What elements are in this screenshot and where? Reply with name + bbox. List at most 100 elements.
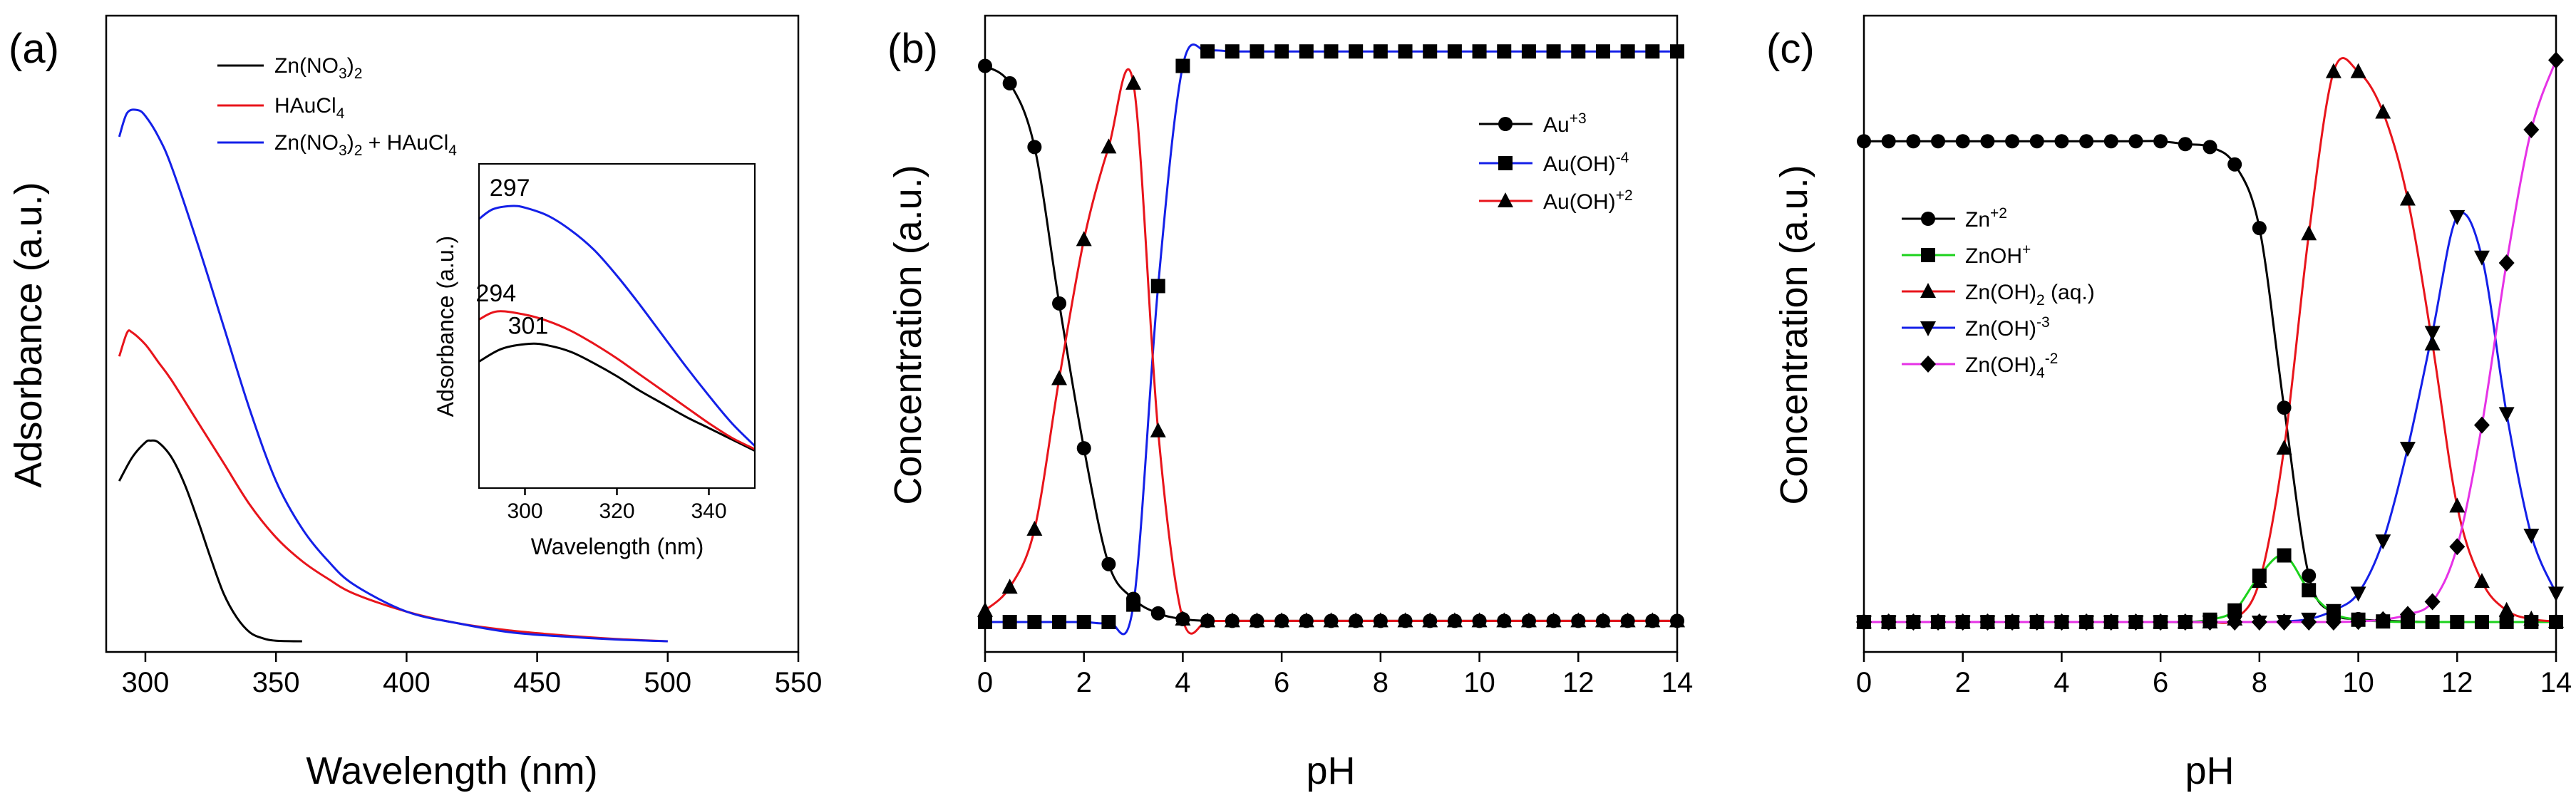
panel-b-point-au-oh-4 — [1447, 44, 1462, 59]
panel-c-point-zn-oh-4-2 — [2325, 613, 2341, 631]
panel-c-point-znoh — [2227, 603, 2242, 618]
legend-label-auoh4: Au(OH)-4 — [1543, 150, 1629, 176]
inset-peak-labels: 297 294 301 — [475, 175, 548, 339]
panel-b-point-au-oh-4 — [1645, 44, 1660, 59]
panel-b-point-au-oh-4 — [1052, 615, 1067, 629]
panel-b-point-au-oh-4 — [1620, 44, 1635, 59]
panel-c-point-zn-2 — [2252, 221, 2267, 236]
panel-c-point-zn-oh-4-2 — [1905, 613, 1922, 631]
panel-b-point-au-oh-2 — [1175, 610, 1191, 626]
panel-c-point-zn-oh-4-2 — [2350, 613, 2366, 631]
panel-c-point-zn-oh-4-2 — [2301, 613, 2317, 631]
inset-x-tick-label-300: 300 — [507, 499, 542, 523]
panel-label-a: (a) — [9, 26, 59, 72]
panel-c-x-tick-label-6: 6 — [2153, 667, 2168, 698]
legend-label-auoh2: Au(OH)+2 — [1543, 187, 1633, 214]
panel-c-point-zn-2 — [1980, 134, 1995, 149]
panel-b-point-au-oh-4 — [1002, 615, 1017, 629]
panel-c-x-ticks: 0 2 4 6 8 10 12 14 — [1856, 652, 2572, 698]
panel-b-point-au-oh-4 — [1373, 44, 1388, 59]
panel-b-x-tick-label-4: 4 — [1175, 667, 1190, 698]
inset-x-ticks: 300 320 340 — [507, 488, 727, 523]
panel-c-point-zn-2 — [2054, 134, 2069, 149]
panel-c-point-zn-oh-2-aq — [2375, 103, 2391, 119]
panel-c-point-znoh — [2277, 548, 2292, 563]
panel-c-point-znoh — [2474, 615, 2489, 629]
panel-a: 300 350 400 450 500 550 Wavelength (nm) Adsor… — [7, 14, 822, 792]
legend-label-au3: Au+3 — [1543, 110, 1587, 137]
panel-b-point-au-oh-2 — [1224, 612, 1240, 628]
inset-xlabel: Wavelength (nm) — [531, 534, 704, 559]
panel-b-point-au-3 — [1002, 76, 1017, 90]
panel-c-legend: Zn+2 ZnOH+ Zn(OH)2 (aq.) Zn(OH)-3 Zn(OH)… — [1902, 205, 2095, 381]
panel-c-point-zn-oh-3 — [2399, 442, 2416, 457]
legend-label-znoh2: Zn(OH)2 (aq.) — [1965, 281, 2095, 309]
panel-b-point-au-oh-2 — [1520, 612, 1537, 628]
panel-c-point-zn-2 — [2277, 400, 2292, 415]
panel-b-point-au-3 — [1101, 556, 1116, 571]
panel-c-point-zn-oh-2-aq — [2301, 225, 2317, 241]
panel-b-markers-au-3 — [978, 58, 1684, 628]
panel-b-point-au-oh-2 — [1298, 612, 1314, 628]
panel-c-point-zn-oh-4-2 — [2523, 120, 2540, 138]
panel-c-x-tick-label-0: 0 — [1856, 667, 1872, 698]
panel-b-ylabel: Concentration (a.u.) — [887, 165, 929, 504]
panel-a-series — [118, 108, 668, 643]
inset-peak-label-294: 294 — [475, 280, 516, 307]
panel-b-legend: Au+3 Au(OH)-4 Au(OH)+2 — [1479, 110, 1633, 214]
panel-b-point-au-oh-4 — [1200, 44, 1215, 59]
panel-c-point-zn-oh-3 — [2424, 326, 2441, 341]
panel-c-point-zn-oh-2-aq — [2276, 440, 2292, 455]
panel-b-point-au-oh-2 — [1200, 612, 1216, 628]
panel-c-x-tick-label-14: 14 — [2540, 667, 2572, 698]
panel-c-x-tick-label-8: 8 — [2252, 667, 2267, 698]
panel-c-point-zn-oh-4-2 — [1880, 613, 1897, 631]
panel-label-b: (b) — [887, 26, 938, 72]
panel-b-point-au-3 — [1027, 140, 1042, 155]
panel-b-x-tick-label-6: 6 — [1274, 667, 1289, 698]
inset-x-tick-label-320: 320 — [599, 499, 634, 523]
panel-b-markers-au-oh-4 — [978, 44, 1684, 629]
panel-c-point-zn-oh-4-2 — [2399, 606, 2416, 623]
line-zn-no3-2-haucl4 — [118, 108, 668, 643]
panel-c-point-zn-2 — [1906, 134, 1921, 149]
inset-line-zn-no3-2 — [478, 342, 756, 452]
panel-b-x-tick-label-0: 0 — [977, 667, 993, 698]
panel-b-legend-marker-au-3 — [1498, 117, 1513, 131]
legend-label-znoh: ZnOH+ — [1965, 242, 2031, 268]
panel-c-point-zn-oh-3 — [2473, 250, 2490, 266]
panel-b-point-au-oh-4 — [1299, 44, 1314, 59]
panel-b-point-au-oh-2 — [1026, 520, 1043, 536]
panel-b-point-au-oh-2 — [1051, 370, 1068, 385]
panel-c-legend-marker-znoh — [1921, 248, 1935, 262]
inset-line-haucl4 — [478, 310, 756, 450]
panel-b-point-au-oh-4 — [1101, 615, 1116, 629]
panel-b-x-tick-label-12: 12 — [1562, 667, 1594, 698]
panel-c-point-zn-oh-4-2 — [1954, 613, 1971, 631]
panel-b-point-au-oh-2 — [1076, 231, 1092, 247]
panel-b-point-au-oh-4 — [1521, 44, 1536, 59]
panel-b-point-au-oh-4 — [1571, 44, 1586, 59]
panel-a-xlabel: Wavelength (nm) — [306, 750, 597, 792]
panel-c-point-zn-oh-4-2 — [2473, 416, 2490, 434]
panel-b-point-au-oh-4 — [1349, 44, 1364, 59]
panel-c-legend-marker-zn-oh-3 — [1920, 321, 1936, 336]
line-zn-no3-2 — [118, 439, 302, 643]
panel-b-point-au-3 — [1150, 606, 1165, 621]
inset-peak-label-297: 297 — [490, 175, 530, 202]
panel-b-point-au-oh-2 — [1644, 612, 1661, 628]
panel-c-x-tick-label-10: 10 — [2342, 667, 2374, 698]
panel-b-point-au-oh-2 — [1619, 612, 1636, 628]
panel-c-x-tick-label-2: 2 — [1955, 667, 1971, 698]
panel-b-point-au-oh-2 — [1471, 612, 1488, 628]
legend-label-mixture: Zn(NO3)2 + HAuCl4 — [274, 131, 457, 159]
panel-b-point-au-oh-2 — [1397, 612, 1413, 628]
panel-c-point-zn-oh-4-2 — [2103, 613, 2119, 631]
panel-b-xlabel: pH — [1306, 750, 1355, 792]
panel-b-x-tick-label-2: 2 — [1076, 667, 1092, 698]
panel-c-point-zn-oh-2-aq — [2424, 335, 2441, 351]
panel-c-point-zn-oh-2-aq — [2399, 190, 2416, 206]
panel-b-x-tick-label-8: 8 — [1373, 667, 1389, 698]
panel-c-point-zn-oh-3 — [2325, 603, 2341, 619]
panel-c-point-znoh — [2499, 615, 2514, 629]
